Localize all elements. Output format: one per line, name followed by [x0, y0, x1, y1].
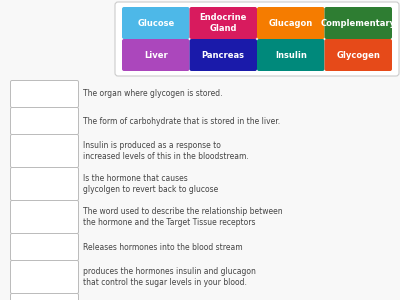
FancyBboxPatch shape: [324, 7, 392, 39]
FancyBboxPatch shape: [257, 39, 324, 71]
FancyBboxPatch shape: [10, 200, 78, 233]
Text: Endocrine
Gland: Endocrine Gland: [200, 13, 247, 33]
FancyBboxPatch shape: [257, 7, 324, 39]
Text: Glucagon: Glucagon: [269, 19, 313, 28]
Text: Is the hormone that causes
glycolgen to revert back to glucose: Is the hormone that causes glycolgen to …: [83, 174, 218, 194]
FancyBboxPatch shape: [10, 167, 78, 200]
FancyBboxPatch shape: [10, 80, 78, 107]
Text: Releases hormones into the blood stream: Releases hormones into the blood stream: [83, 242, 243, 251]
FancyBboxPatch shape: [190, 7, 257, 39]
Text: produces the hormones insulin and glucagon
that control the sugar levels in your: produces the hormones insulin and glucag…: [83, 267, 256, 287]
FancyBboxPatch shape: [190, 39, 257, 71]
FancyBboxPatch shape: [324, 39, 392, 71]
Text: Glucose: Glucose: [137, 19, 174, 28]
Text: The word used to describe the relationship between
the hormone and the Target Ti: The word used to describe the relationsh…: [83, 207, 283, 227]
Text: Insulin: Insulin: [275, 50, 307, 59]
Text: Complementary: Complementary: [321, 19, 396, 28]
FancyBboxPatch shape: [10, 260, 78, 293]
Text: The form of carbohydrate that is stored in the liver.: The form of carbohydrate that is stored …: [83, 116, 280, 125]
FancyBboxPatch shape: [10, 107, 78, 134]
FancyBboxPatch shape: [10, 293, 78, 300]
Text: The organ where glycogen is stored.: The organ where glycogen is stored.: [83, 89, 222, 98]
Text: Glycogen: Glycogen: [336, 50, 380, 59]
Text: Liver: Liver: [144, 50, 168, 59]
Text: Pancreas: Pancreas: [202, 50, 245, 59]
FancyBboxPatch shape: [115, 2, 399, 76]
FancyBboxPatch shape: [122, 7, 190, 39]
FancyBboxPatch shape: [10, 134, 78, 167]
FancyBboxPatch shape: [10, 233, 78, 260]
Text: Insulin is produced as a response to
increased levels of this in the bloodstream: Insulin is produced as a response to inc…: [83, 141, 249, 161]
FancyBboxPatch shape: [122, 39, 190, 71]
